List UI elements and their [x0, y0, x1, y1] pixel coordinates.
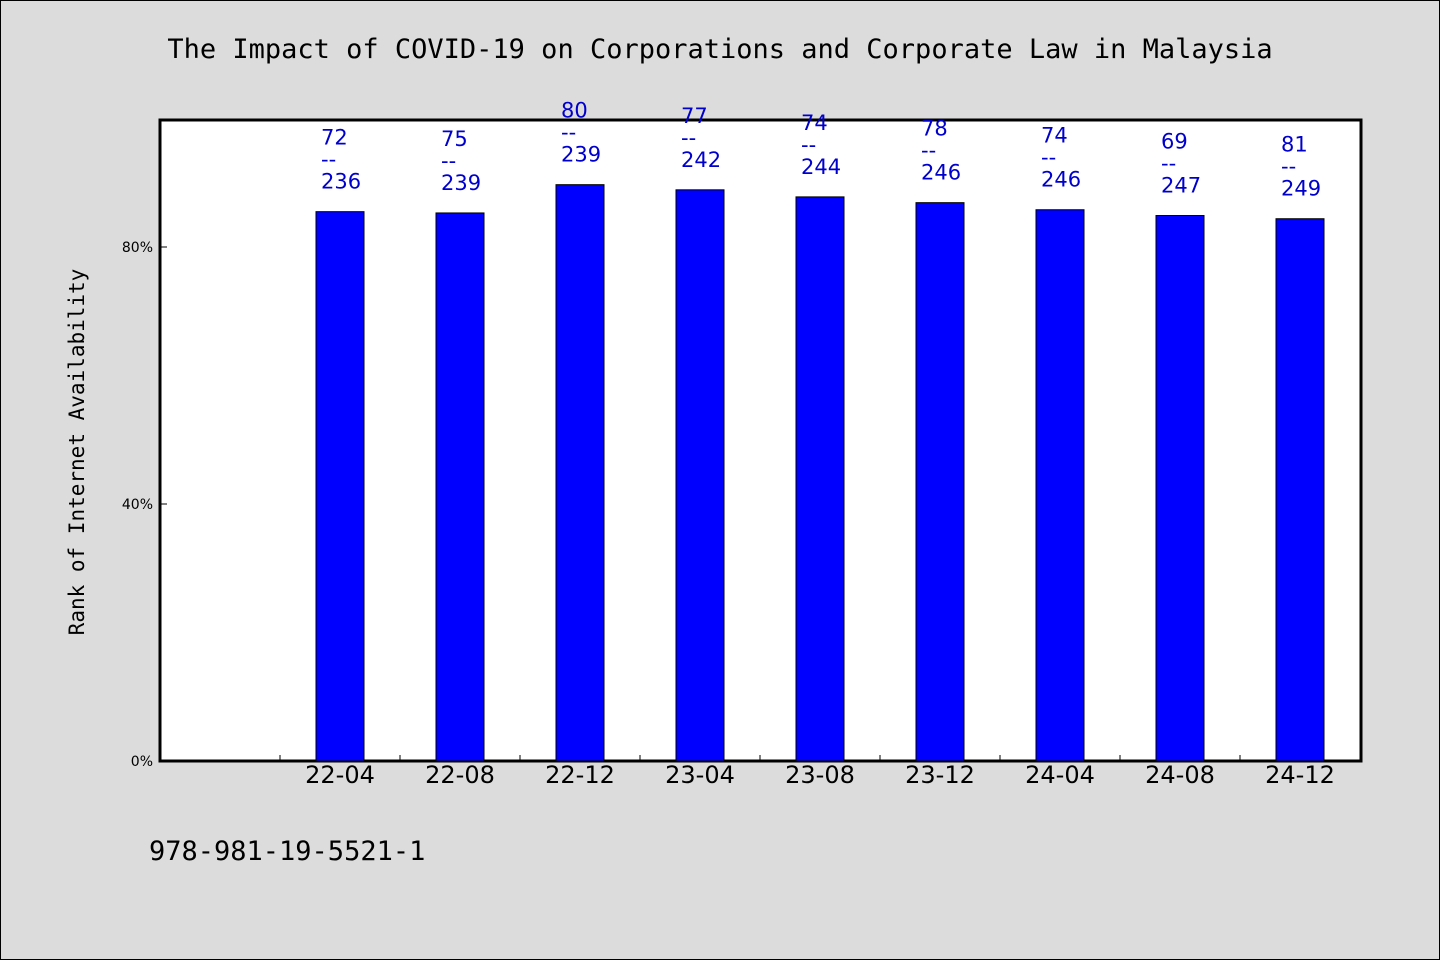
x-tick-label-24-12: 24-12: [1265, 761, 1335, 789]
data-label-sep-24-08: --: [1161, 152, 1176, 176]
data-label-sep-23-08: --: [801, 133, 816, 157]
data-label-bottom-24-12: 249: [1281, 177, 1321, 201]
y-tick-label-1: 40%: [122, 497, 153, 513]
data-label-top-23-08: 74: [801, 111, 828, 135]
y-axis: 0% 40% 80%: [122, 240, 167, 770]
x-tick-label-23-08: 23-08: [785, 761, 855, 789]
data-label-top-23-12: 78: [921, 117, 948, 141]
bar-24-12: [1275, 218, 1325, 762]
data-label-top-24-12: 81: [1281, 133, 1308, 157]
chart-title: The Impact of COVID-19 on Corporations a…: [167, 34, 1273, 65]
bar-24-04: [1035, 209, 1085, 762]
x-tick-label-22-08: 22-08: [425, 761, 495, 789]
bar-24-08: [1155, 215, 1205, 762]
data-label-sep-23-04: --: [681, 126, 696, 150]
bars-group: [315, 184, 1325, 762]
bar-23-12: [915, 202, 965, 762]
y-tick-label-2: 80%: [122, 240, 153, 256]
x-tick-label-24-04: 24-04: [1025, 761, 1095, 789]
x-tick-label-24-08: 24-08: [1145, 761, 1215, 789]
x-axis: 22-04 22-08 22-12 23-04 23-08 23-12 24-04 24-08…: [279, 755, 1361, 789]
data-label-bottom-24-08: 247: [1161, 174, 1201, 198]
data-label-sep-22-12: --: [561, 121, 576, 145]
data-label-top-22-04: 72: [321, 126, 348, 150]
data-label-top-22-08: 75: [441, 127, 468, 151]
data-label-top-24-08: 69: [1161, 130, 1188, 154]
data-label-bottom-23-12: 246: [921, 161, 961, 185]
bar-23-04: [675, 189, 725, 762]
data-label-bottom-22-12: 239: [561, 143, 601, 167]
bar-23-08: [795, 196, 845, 762]
bar-22-08: [435, 212, 485, 762]
data-label-top-22-12: 80: [561, 99, 588, 123]
data-label-bottom-23-08: 244: [801, 155, 841, 179]
data-label-top-23-04: 77: [681, 104, 708, 128]
data-label-bottom-22-04: 236: [321, 170, 361, 194]
data-label-bottom-24-04: 246: [1041, 168, 1081, 192]
x-tick-label-22-12: 22-12: [545, 761, 615, 789]
data-label-top-24-04: 74: [1041, 124, 1068, 148]
data-label-sep-22-04: --: [321, 148, 336, 172]
data-label-sep-22-08: --: [441, 149, 456, 173]
x-tick-label-23-12: 23-12: [905, 761, 975, 789]
data-labels-group: 72--23675--23980--23977--24274--24478--2…: [321, 99, 1321, 201]
bar-22-12: [555, 184, 605, 762]
bar-22-04: [315, 211, 365, 762]
data-label-sep-24-12: --: [1281, 155, 1296, 179]
data-label-sep-23-12: --: [921, 139, 936, 163]
y-tick-label-0: 0%: [131, 754, 153, 770]
isbn-text: 978-981-19-5521-1: [149, 836, 426, 867]
x-tick-label-23-04: 23-04: [665, 761, 735, 789]
data-label-bottom-22-08: 239: [441, 171, 481, 195]
data-label-bottom-23-04: 242: [681, 148, 721, 172]
x-tick-label-22-04: 22-04: [305, 761, 375, 789]
data-label-sep-24-04: --: [1041, 146, 1056, 170]
